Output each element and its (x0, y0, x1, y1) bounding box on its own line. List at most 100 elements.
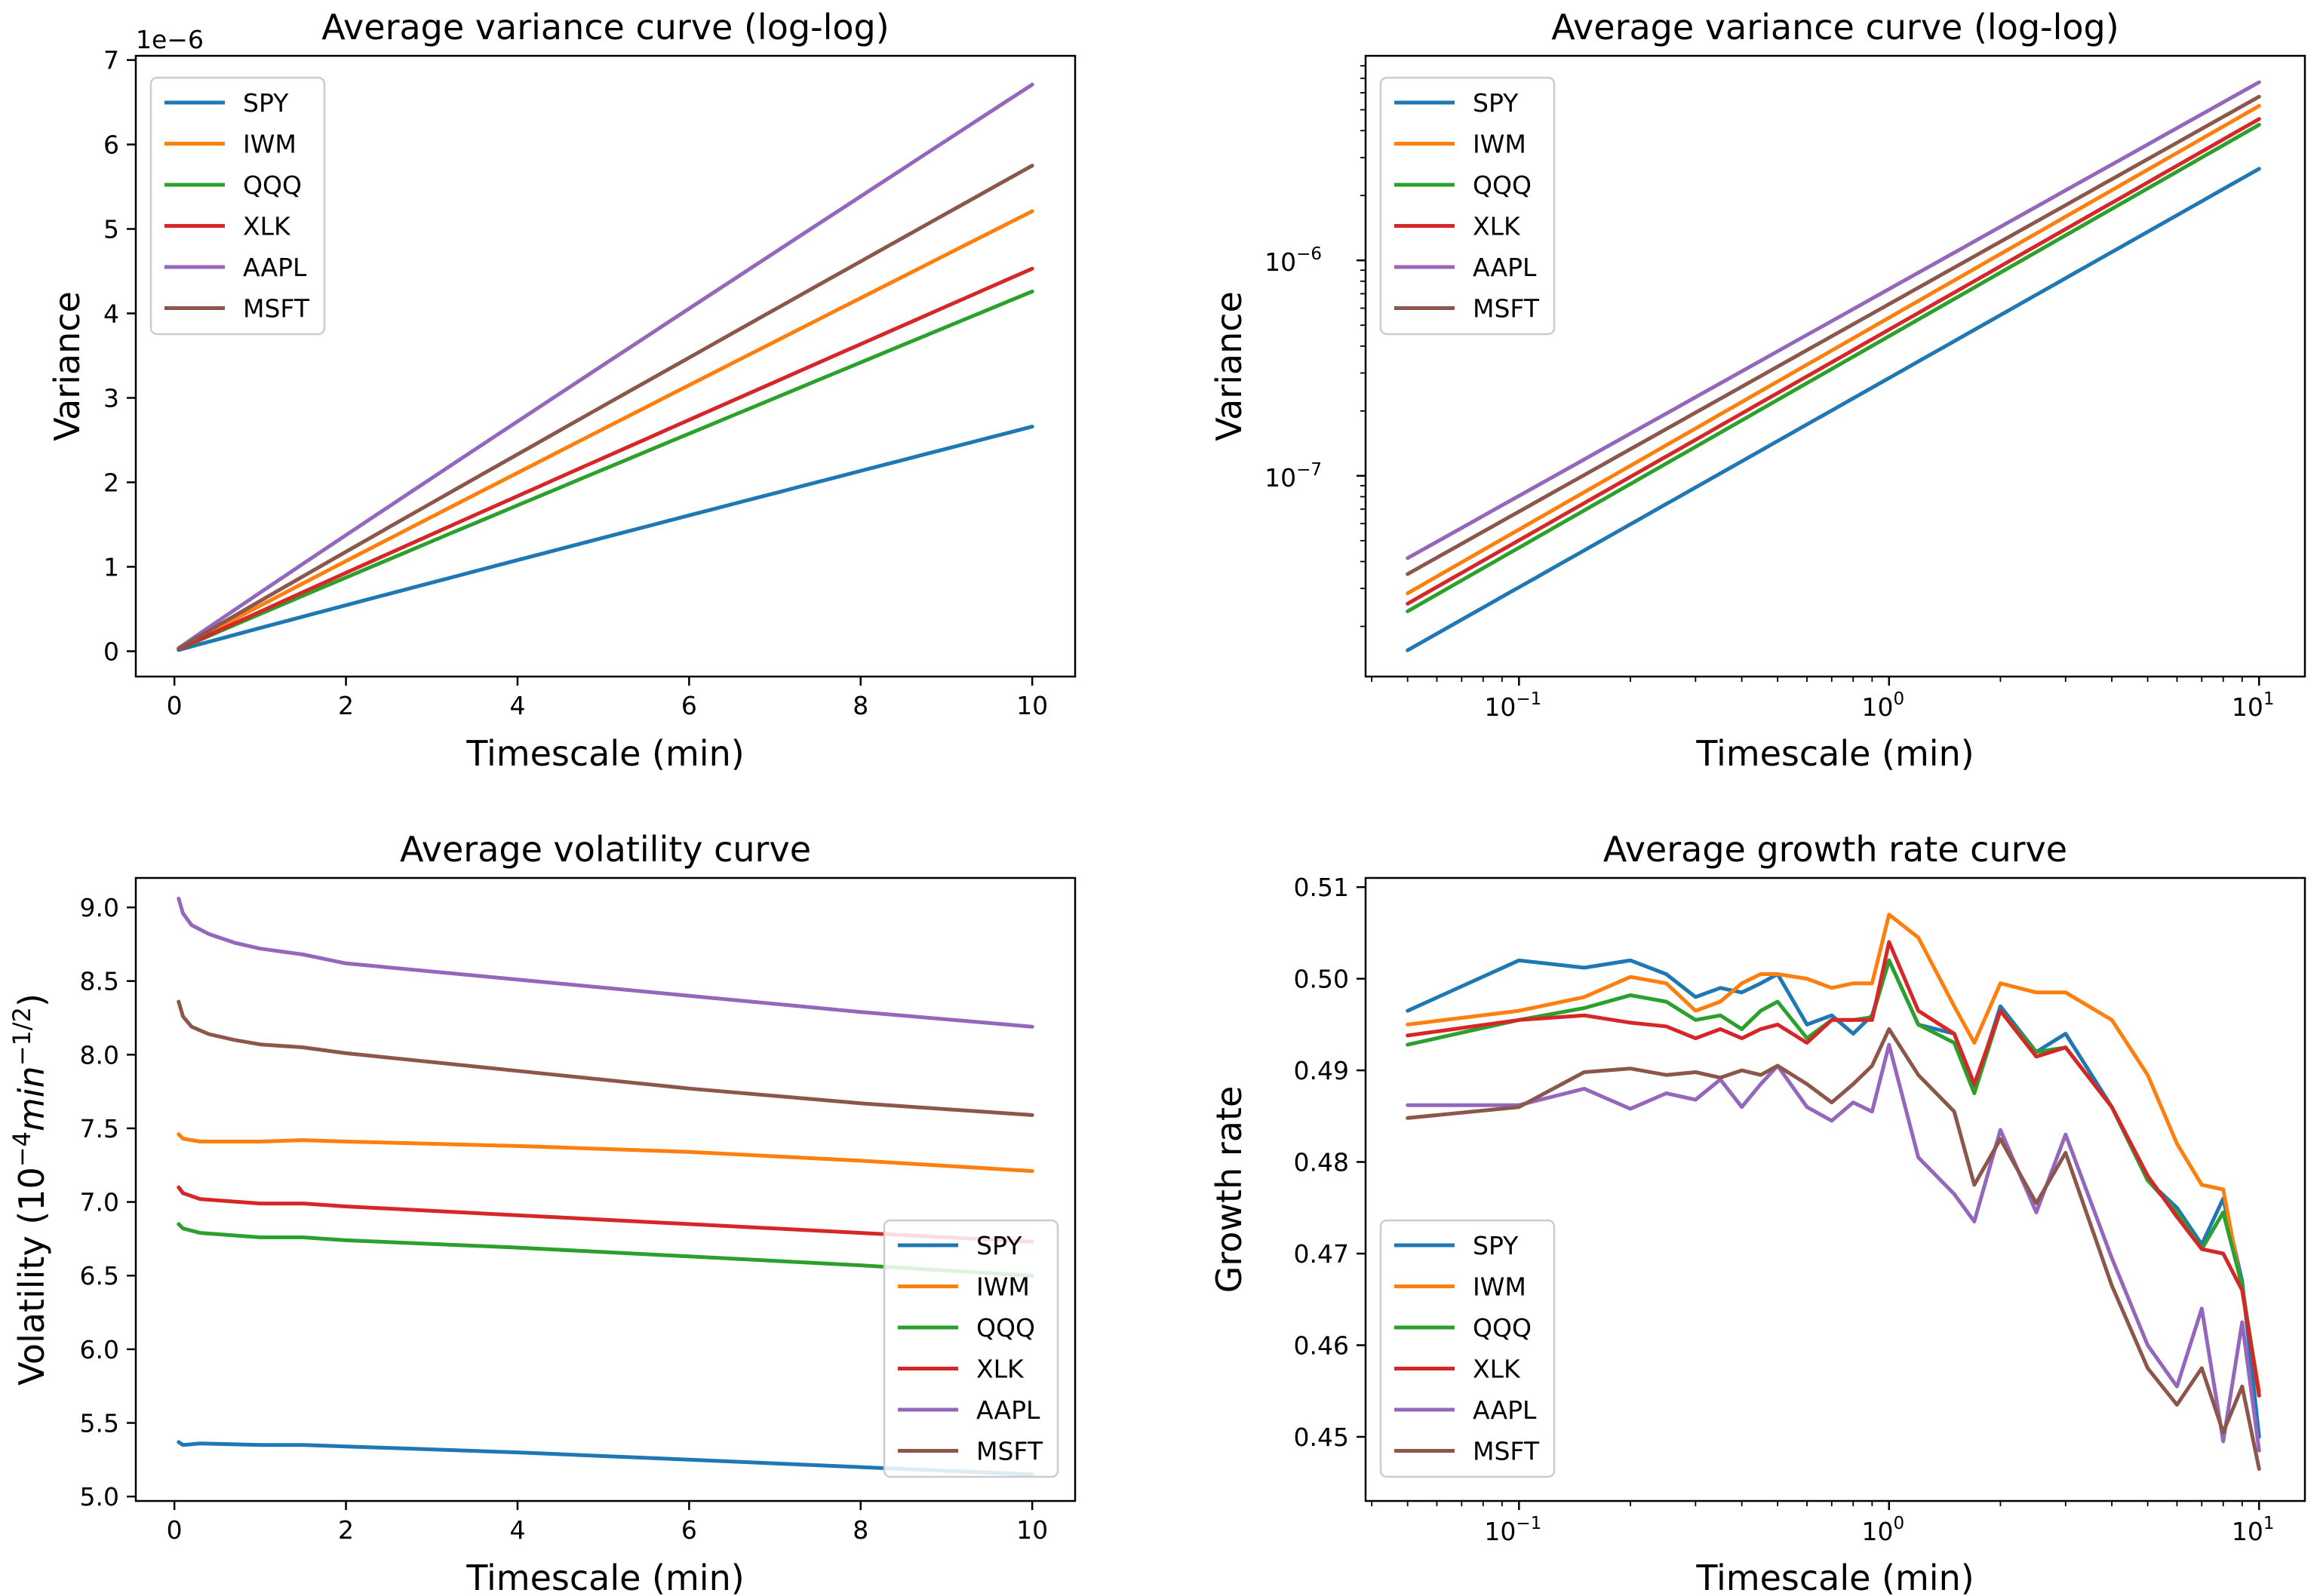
y-tick-label: 7.5 (80, 1114, 119, 1143)
y-tick-label: 6.0 (80, 1335, 119, 1364)
y-axis-label: Growth rate (1209, 1086, 1249, 1294)
x-axis-label: Timescale (min) (1695, 733, 1974, 774)
chart-title: Average volatility curve (400, 829, 811, 870)
x-tick-label: 4 (509, 1515, 525, 1545)
y-tick-label: 6 (103, 130, 119, 160)
legend-label-iwm: IWM (976, 1272, 1030, 1302)
legend-label-qqq: QQQ (976, 1313, 1035, 1343)
series-group (177, 896, 1034, 1477)
series-line-qqq (177, 289, 1034, 652)
x-tick-label: 100 (1861, 689, 1904, 722)
y-tick-label: 3 (103, 383, 119, 413)
series-line-msft (1406, 94, 2261, 576)
series-line-xlk (1406, 117, 2261, 606)
chart-title: Average growth rate curve (1603, 829, 2067, 870)
series-line-spy (1406, 167, 2261, 652)
legend-label-msft: MSFT (1473, 294, 1540, 324)
x-tick-label: 10 (1016, 1515, 1048, 1545)
series-line-iwm (177, 1132, 1034, 1174)
legend: SPY IWM QQQ XLK AAPL MSFT (883, 1219, 1059, 1478)
y-tick-label: 0.51 (1294, 873, 1349, 902)
legend: SPY IWM QQQ XLK AAPL MSFT (1379, 1219, 1556, 1478)
y-tick-label: 6.5 (80, 1261, 119, 1291)
y-tick-label: 4 (103, 299, 119, 329)
legend-label-xlk: XLK (243, 212, 291, 241)
y-tick-label: 0 (103, 637, 119, 666)
y-tick-label: 7 (103, 46, 119, 75)
legend-label-msft: MSFT (1473, 1437, 1540, 1466)
chart-title: Average variance curve (log-log) (321, 7, 889, 48)
y-axis-label: Variance (1209, 291, 1249, 441)
y-tick-label: 0.46 (1294, 1331, 1349, 1361)
panel-3: 0 2 4 6 8 10 5.0 5.5 6.0 6.5 7.0 7.5 8.0 8.5 9.0 Averag… (8, 829, 1077, 1596)
y-tick-label: 9.0 (80, 893, 119, 922)
legend-label-spy: SPY (243, 88, 289, 118)
legend-label-xlk: XLK (1473, 212, 1521, 241)
legend-label-qqq: QQQ (243, 170, 302, 200)
x-tick-label: 6 (681, 1515, 697, 1545)
y-tick-label: 0.45 (1294, 1423, 1349, 1452)
legend-label-msft: MSFT (976, 1437, 1043, 1466)
x-tick-label: 8 (853, 691, 868, 720)
y-tick-label: 8.5 (80, 967, 119, 996)
y-tick-label: 10−7 (1264, 460, 1322, 493)
x-tick-label: 6 (681, 691, 697, 720)
series-line-msft (1406, 1027, 2261, 1471)
x-axis-label: Timescale (min) (466, 733, 744, 774)
legend-label-aapl: AAPL (976, 1395, 1040, 1425)
x-tick-label: 8 (853, 1515, 868, 1545)
legend-label-xlk: XLK (1473, 1355, 1521, 1384)
panel-2: 10−1 100 101 10−7 10−6 Average variance curve… (1209, 7, 2306, 774)
y-tick-label: 5.0 (80, 1482, 119, 1512)
series-line-msft (177, 999, 1034, 1117)
y-axis-label: Variance (47, 291, 88, 441)
chart-title: Average variance curve (log-log) (1551, 7, 2119, 48)
y-tick-label: 0.48 (1294, 1148, 1349, 1177)
series-group (1406, 80, 2261, 652)
y-tick-label: 10−6 (1264, 244, 1322, 277)
x-tick-label: 10 (1016, 691, 1048, 720)
x-tick-label: 10−1 (1484, 1514, 1541, 1546)
series-line-iwm (1406, 103, 2261, 596)
x-tick-label: 0 (167, 1515, 183, 1545)
legend-label-aapl: AAPL (243, 253, 307, 282)
legend-label-aapl: AAPL (1473, 1395, 1537, 1425)
y-tick-label: 1 (103, 552, 119, 582)
series-line-aapl (1406, 80, 2261, 560)
legend-label-spy: SPY (976, 1231, 1022, 1260)
legend-label-iwm: IWM (243, 130, 297, 159)
plot-frame (134, 876, 1077, 1502)
y-tick-label: 5.5 (80, 1409, 119, 1438)
x-tick-label: 4 (509, 691, 525, 720)
series-group (1406, 913, 2261, 1471)
series-line-qqq (1406, 122, 2261, 613)
y-tick-label: 0.47 (1294, 1239, 1349, 1269)
series-group (177, 82, 1034, 652)
legend-label-xlk: XLK (976, 1355, 1025, 1384)
series-line-xlk (1406, 940, 2261, 1398)
series-line-spy (177, 1440, 1034, 1477)
series-line-iwm (177, 209, 1034, 651)
legend-label-spy: SPY (1473, 1231, 1519, 1260)
y-tick-label: 0.50 (1294, 965, 1349, 994)
series-line-spy (177, 425, 1034, 652)
y-offset-text: 1e−6 (136, 25, 204, 54)
x-tick-label: 10−1 (1484, 689, 1541, 722)
x-axis-label: Timescale (min) (1695, 1558, 1974, 1596)
y-tick-label: 7.0 (80, 1188, 119, 1217)
series-line-xlk (177, 266, 1034, 652)
legend-label-qqq: QQQ (1473, 1313, 1532, 1343)
series-line-qqq (177, 1222, 1034, 1278)
legend: SPY IWM QQQ XLK AAPL MSFT (149, 76, 326, 336)
plot-frame (1364, 876, 2306, 1502)
y-tick-label: 8.0 (80, 1040, 119, 1070)
legend-label-spy: SPY (1473, 88, 1519, 118)
legend-label-qqq: QQQ (1473, 170, 1532, 200)
series-line-iwm (1406, 913, 2261, 1393)
legend-label-iwm: IWM (1473, 130, 1526, 159)
y-tick-label: 2 (103, 468, 119, 497)
legend: SPY IWM QQQ XLK AAPL MSFT (1379, 76, 1556, 336)
legend-label-iwm: IWM (1473, 1272, 1526, 1302)
legend-label-aapl: AAPL (1473, 253, 1537, 282)
